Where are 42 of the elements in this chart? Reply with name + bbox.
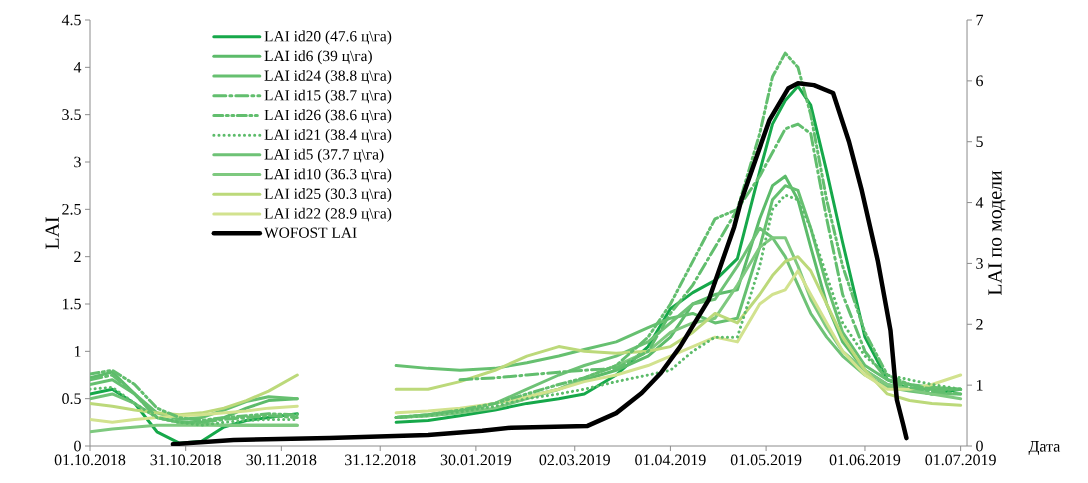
y-tick-label: 2: [74, 251, 81, 262]
x-tick-label: 31.12.2018: [345, 454, 416, 466]
legend-label: LAI id10 (36.3 ц\га): [264, 168, 392, 183]
y2-tick-label: 5: [976, 136, 983, 148]
legend-label: LAI id15 (38.7 ц\га): [264, 89, 392, 104]
legend-label: LAI id6 (39 ц\га): [264, 50, 372, 65]
x-tick-label: 01.06.2019: [829, 454, 901, 466]
y-tick-label: 2.5: [62, 203, 81, 215]
x-tick-label: 01.04.2019: [635, 454, 706, 466]
legend-label: LAI id22 (28.9 ц\га): [264, 207, 392, 222]
x-tick-label: 31.10.2018: [150, 454, 221, 466]
y-tick-label: 3: [74, 156, 81, 168]
x-tick-label: 01.07.2019: [925, 454, 996, 466]
y2-tick-label: 6: [976, 75, 984, 87]
y2-tick-label: 4: [975, 197, 984, 208]
y-tick-label: 1.5: [62, 298, 81, 310]
legend-label: LAI id5 (37.7 ц\га): [264, 148, 384, 163]
y-tick-label: 0.5: [62, 393, 81, 405]
legend-label: LAI id26 (38.6 ц\га): [264, 109, 392, 124]
y2-axis-title: LAI по модели: [988, 170, 1006, 296]
x-tick-label: 01.10.2018: [54, 454, 126, 466]
legend-label: LAI id25 (30.3 ц\га): [264, 188, 392, 203]
x-tick-label: 02.03.2019: [539, 454, 610, 466]
legend-label: LAI id24 (38.8 ц\га): [264, 69, 392, 84]
y-axis-title: LAI: [45, 217, 59, 250]
legend-label: LAI id20 (47.6 ц\га): [264, 30, 392, 45]
y-tick-label: 1: [74, 346, 81, 357]
y2-tick-label: 1: [976, 379, 983, 391]
y-tick-label: 4: [73, 62, 82, 73]
legend-label: WOFOST LAI: [264, 227, 357, 238]
y2-tick-label: 3: [976, 258, 983, 269]
y-tick-label: 4.5: [61, 14, 81, 26]
x-tick-label: 30.11.2018: [246, 454, 317, 466]
y-tick-label: 0: [74, 440, 81, 452]
x-axis-title: Дата: [1028, 441, 1061, 455]
y2-tick-label: 0: [976, 440, 983, 452]
x-tick-label: 30.01.2019: [440, 454, 512, 466]
x-tick-label: 01.05.2019: [730, 454, 802, 466]
y2-tick-label: 7: [976, 14, 984, 26]
legend-label: LAI id21 (38.4 ц\га): [264, 129, 392, 144]
y2-tick-label: 2: [976, 319, 983, 330]
y-tick-label: 3.5: [62, 109, 81, 121]
